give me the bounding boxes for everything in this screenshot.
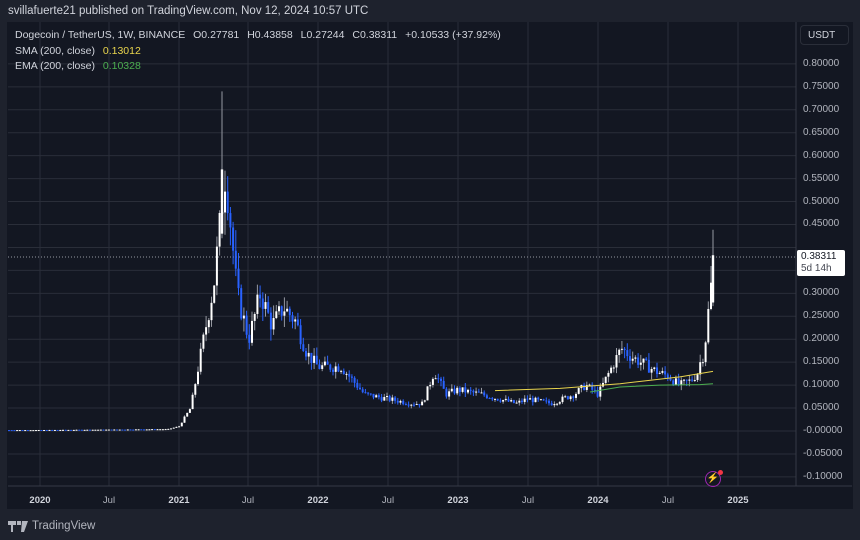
last-price-value: 0.38311 (801, 251, 837, 262)
price-tick: 0.30000 (803, 287, 840, 299)
time-tick: 2024 (587, 495, 609, 506)
low-value: L0.27244 (300, 29, 345, 41)
tradingview-logo-icon (8, 520, 28, 532)
brand-name: TradingView (32, 520, 96, 532)
time-tick: 2023 (447, 495, 469, 506)
legend-ema-row: EMA (200, close) 0.10328 (15, 59, 501, 75)
time-tick: Jul (521, 495, 535, 506)
sma-label[interactable]: SMA (200, close) (15, 44, 95, 57)
high-value: H0.43858 (247, 29, 293, 41)
legend-ohlc-row: Dogecoin / TetherUS, 1W, BINANCE O0.2778… (15, 28, 501, 44)
close-value: C0.38311 (352, 29, 398, 41)
ema-value: 0.10328 (102, 60, 141, 72)
price-tick: 0.80000 (803, 57, 840, 69)
price-tick: 0.15000 (803, 356, 840, 368)
price-tick: -0.00000 (803, 425, 843, 436)
legend-sma-row: SMA (200, close) 0.13012 (15, 44, 501, 60)
price-tick: 0.10000 (803, 379, 840, 391)
price-tick: 0.55000 (803, 172, 840, 184)
price-tick: 0.20000 (803, 333, 840, 345)
candles (8, 91, 715, 432)
price-chart[interactable] (7, 22, 853, 509)
price-tick: 0.70000 (803, 103, 840, 115)
time-tick: 2025 (727, 495, 749, 506)
bar-countdown: 5d 14h (801, 263, 832, 274)
time-tick: Jul (102, 495, 116, 506)
currency-button[interactable]: USDT (800, 25, 849, 45)
grid-lines (8, 22, 796, 486)
price-tick: 0.75000 (803, 80, 840, 92)
published-byline: svillafuerte21 published on TradingView.… (8, 5, 369, 17)
price-tick: 0.65000 (803, 126, 840, 138)
time-tick: Jul (661, 495, 675, 506)
tradingview-logo: TradingView (8, 520, 95, 532)
last-price-label: 0.38311 5d 14h (797, 250, 845, 276)
time-tick: Jul (241, 495, 255, 506)
lightning-icon[interactable]: ⚡ (705, 470, 723, 487)
price-tick: 0.45000 (803, 218, 840, 230)
notification-dot (718, 470, 723, 475)
time-tick: 2021 (168, 495, 190, 506)
price-tick: 0.05000 (803, 402, 840, 414)
price-tick: 0.25000 (803, 310, 840, 322)
change-value: +0.10533 (+37.92%) (405, 29, 501, 41)
time-tick: 2020 (29, 495, 51, 506)
time-tick: Jul (381, 495, 395, 506)
price-tick: -0.05000 (803, 447, 843, 459)
ema-line (589, 383, 714, 393)
price-tick: 0.50000 (803, 195, 840, 207)
chart-legend: Dogecoin / TetherUS, 1W, BINANCE O0.2778… (15, 28, 501, 75)
sma-value: 0.13012 (102, 44, 141, 57)
price-tick: 0.60000 (803, 149, 840, 161)
sma-line (494, 370, 714, 392)
symbol-title[interactable]: Dogecoin / TetherUS, 1W, BINANCE (15, 29, 186, 41)
time-tick: 2022 (307, 495, 329, 506)
price-tick: -0.10000 (803, 470, 843, 482)
open-value: O0.27781 (193, 29, 240, 41)
ema-label[interactable]: EMA (200, close) (15, 60, 95, 72)
